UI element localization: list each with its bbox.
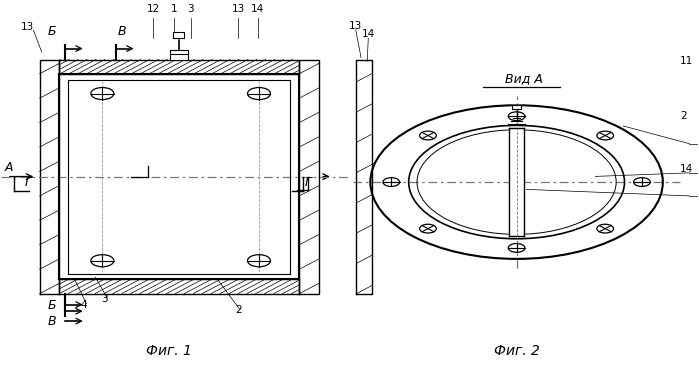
Text: 4: 4 xyxy=(80,300,87,310)
Text: 3: 3 xyxy=(187,4,194,14)
Text: A: A xyxy=(5,161,13,174)
Polygon shape xyxy=(59,74,299,279)
Text: Г: Г xyxy=(24,176,31,189)
Text: 12: 12 xyxy=(147,4,160,14)
Polygon shape xyxy=(59,279,299,294)
Text: Б: Б xyxy=(48,25,57,38)
Text: 13: 13 xyxy=(21,21,34,31)
Polygon shape xyxy=(512,105,521,110)
Polygon shape xyxy=(356,60,372,294)
Text: В: В xyxy=(117,25,126,38)
Text: Фиг. 2: Фиг. 2 xyxy=(493,344,540,359)
Polygon shape xyxy=(336,3,698,369)
Polygon shape xyxy=(170,50,188,60)
Text: Г: Г xyxy=(304,176,311,189)
Text: 11: 11 xyxy=(680,56,693,66)
Polygon shape xyxy=(299,60,319,294)
Polygon shape xyxy=(509,128,524,236)
Text: 13: 13 xyxy=(349,20,362,30)
Polygon shape xyxy=(59,60,299,74)
Polygon shape xyxy=(173,32,185,38)
Polygon shape xyxy=(40,60,59,294)
Text: Фиг. 1: Фиг. 1 xyxy=(145,344,192,359)
Text: 13: 13 xyxy=(231,4,245,14)
Text: 14: 14 xyxy=(251,4,264,14)
Text: 14: 14 xyxy=(680,164,693,174)
Text: 2: 2 xyxy=(235,305,241,315)
Text: 14: 14 xyxy=(361,29,375,39)
Text: 3: 3 xyxy=(101,294,108,304)
Text: 1: 1 xyxy=(171,4,178,14)
Text: 2: 2 xyxy=(680,111,687,121)
Text: Вид A: Вид A xyxy=(505,72,542,85)
Text: Б: Б xyxy=(48,299,57,312)
Text: В: В xyxy=(48,316,57,329)
